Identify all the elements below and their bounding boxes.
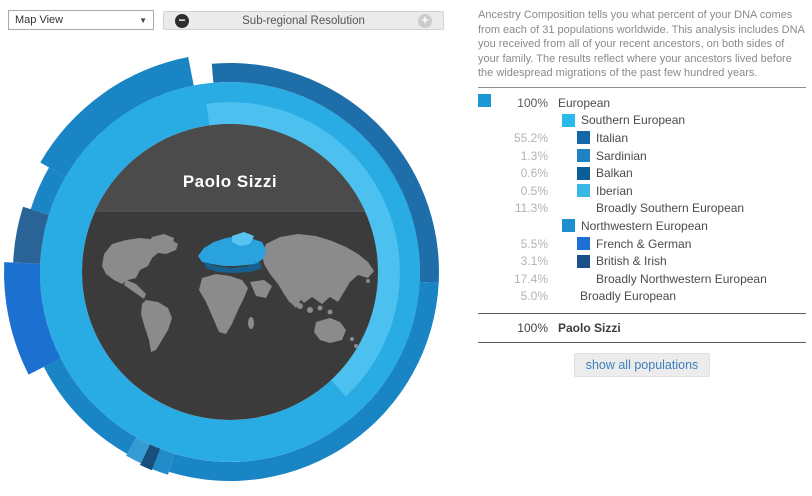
map-central-america [124,280,146,299]
ancestry-panel: Ancestry Composition tells you what perc… [478,8,806,378]
legend-percent: 0.5% [520,183,548,198]
map-arabia [250,280,272,298]
legend-row[interactable]: 1.3% Sardinian [478,147,806,165]
legend-row[interactable]: Southern European [478,112,806,130]
legend-percent: 11.3% [514,201,548,216]
view-mode-select[interactable]: Map View ▼ [8,10,154,30]
legend-row[interactable]: 17.4% Broadly Northwestern European [478,270,806,288]
legend-swatch [562,113,575,127]
show-all-populations-button[interactable]: show all populations [573,353,711,378]
legend-swatch [577,131,590,145]
map-madagascar [248,317,254,329]
legend-population-label: Broadly European [580,289,677,304]
wheel-outer-arc-medium[interactable] [30,167,66,215]
legend-row[interactable]: 5.5% French & German [478,235,806,253]
total-percent: 100% [517,321,548,336]
legend-percent: 17.4% [513,271,548,286]
map-africa [199,274,248,334]
map-asia [262,234,374,304]
legend-percent: 0.6% [520,166,548,181]
legend-swatch [577,237,590,251]
legend-population-label: Broadly Northwestern European [596,271,767,286]
button-row: show all populations [478,353,806,378]
total-person-name: Paolo Sizzi [558,321,621,336]
legend-rows: 100% European Southern European 55.2% Italia… [478,93,806,306]
legend-row[interactable]: 100% European [478,93,806,112]
world-map [102,232,374,352]
map-indonesia-2 [307,307,313,313]
view-mode-value: Map View [15,14,64,26]
wheel-center-disc: Paolo Sizzi [82,124,378,420]
zoom-out-minus-button[interactable]: − [175,13,189,28]
legend-percent: 5.5% [520,236,548,251]
wheel-outer-arc-top-left[interactable] [40,57,194,177]
zoom-in-plus-button[interactable]: + [418,13,432,28]
map-indonesia-3 [317,305,323,311]
wheel-segment-small-1[interactable] [152,448,175,475]
map-indonesia-1 [297,303,303,309]
legend-population-label: Broadly Southern European [596,201,745,216]
legend-percent: 1.3% [520,148,548,163]
wheel-segment-protruding-azure[interactable] [3,262,61,375]
legend-population-label: French & German [596,236,692,251]
legend-row[interactable]: Northwestern European [478,217,806,235]
legend-percent: 55.2% [513,130,548,145]
legend-population-label: Italian [596,130,629,145]
legend-row[interactable]: 0.5% Iberian [478,182,806,200]
map-north-america [102,238,178,284]
legend-population-label: Iberian [596,183,633,198]
map-new-zealand-south [354,344,358,348]
chevron-down-icon: ▼ [139,15,147,25]
map-new-guinea [327,309,333,315]
center-top-cap [95,124,365,211]
map-japan [361,271,367,277]
legend-row[interactable]: 3.1% British & Irish [478,252,806,270]
legend-population-label: Balkan [596,166,633,181]
legend-percent: 100% [517,95,548,110]
wheel-segment-protruding-steel[interactable] [13,206,49,264]
wheel-inner-band-southern-european[interactable] [206,102,400,397]
wheel-outer-arc-medium[interactable] [168,281,439,482]
legend-row[interactable]: 5.0% Broadly European [478,288,806,306]
legend-lead-slot [478,93,500,112]
legend-population-label: British & Irish [596,254,667,269]
legend-percent: 5.0% [520,289,548,304]
wheel-segment-small-2[interactable] [126,437,150,464]
legend-percent: 3.1% [520,254,548,269]
legend-swatch [577,254,590,268]
wheel-population-segments[interactable] [3,57,439,482]
map-new-zealand-north [350,337,354,341]
legend-population-label: Northwestern European [581,218,708,233]
wheel-segment-small-navy[interactable] [140,444,161,471]
wheel-center-person-name: Paolo Sizzi [183,172,277,191]
resolution-slider: − Sub-regional Resolution + [163,11,444,30]
legend-swatch [577,166,590,180]
resolution-label: Sub-regional Resolution [242,14,365,27]
wheel-outer-arc-dark[interactable] [211,63,439,283]
total-divider-bottom [478,342,806,344]
map-south-america [141,300,172,352]
legend-total-row: 100% Paolo Sizzi [478,314,806,342]
legend-row[interactable]: 0.6% Balkan [478,164,806,182]
map-india [286,288,302,308]
legend-swatch [577,184,590,198]
legend-row[interactable]: 55.2% Italian [478,129,806,147]
legend-swatch [577,149,590,163]
map-southern-europe-highlight [204,262,262,273]
legend-population-label: European [558,95,611,110]
map-japan-south [366,279,370,283]
map-australia [314,318,346,343]
legend-population-label: Sardinian [596,148,647,163]
legend-population-label: Southern European [581,113,686,128]
ancestry-intro-text: Ancestry Composition tells you what perc… [478,9,805,80]
intro-divider [478,86,806,88]
total-divider-top [478,313,806,315]
map-scandinavia-highlight [232,232,254,246]
legend-swatch [478,93,491,107]
wheel-outer-arc-medium[interactable] [43,358,137,454]
legend-row[interactable]: 11.3% Broadly Southern European [478,200,806,218]
legend-swatch [562,219,575,233]
ancestry-wheel-chart[interactable]: Paolo Sizzi [0,40,470,496]
